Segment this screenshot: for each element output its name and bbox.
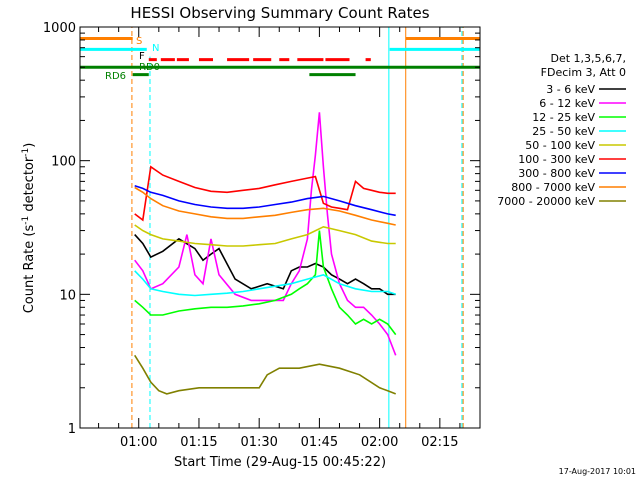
flag-label: RD6: [105, 71, 126, 82]
legend-header-line-2: FDecim 3, Att 0: [541, 66, 626, 79]
flag-label: RD0: [139, 62, 160, 73]
y-tick-label: 1000: [43, 21, 76, 36]
series-line: [134, 184, 396, 217]
timestamp: 17-Aug-2017 10:01: [559, 467, 636, 476]
legend-label: 12 - 25 keV: [532, 111, 595, 124]
flag-label: N: [152, 43, 159, 54]
y-axis-label: Count Rate (s-1 detector-1): [21, 143, 37, 314]
legend-label: 3 - 6 keV: [546, 83, 595, 96]
x-axis-label: Start Time (29-Aug-15 00:45:22): [174, 455, 386, 470]
y-tick-label: 100: [51, 155, 76, 170]
y-tick-label: 10: [59, 288, 76, 303]
flag-label: F: [139, 51, 145, 62]
series-line: [134, 230, 397, 336]
legend: Det 1,3,5,6,7, FDecim 3, Att 0 3 - 6 keV…: [497, 52, 626, 208]
legend-header-line-1: Det 1,3,5,6,7,: [550, 52, 626, 65]
legend-label: 50 - 100 keV: [525, 139, 595, 152]
y-tick-label: 1: [68, 422, 76, 437]
x-tick-label: 02:00: [361, 435, 398, 450]
legend-label: 800 - 7000 keV: [511, 181, 595, 194]
x-tick-label: 01:15: [180, 435, 217, 450]
series-line: [134, 224, 396, 247]
x-tick-label: 02:15: [421, 435, 458, 450]
flag-label: S: [136, 36, 142, 47]
chart-title: HESSI Observing Summary Count Rates: [130, 4, 429, 22]
legend-label: 25 - 50 keV: [532, 125, 595, 138]
axes: 1 10 100 1000 01:00 01:15 01:30 01:45 02:00 02:15: [43, 21, 481, 450]
series-line: [134, 354, 396, 395]
legend-label: 300 - 800 keV: [518, 167, 595, 180]
legend-label: 100 - 300 keV: [518, 153, 595, 166]
vertical-markers: [131, 27, 464, 428]
legend-label: 6 - 12 keV: [539, 97, 595, 110]
series-group: [134, 112, 397, 395]
series-line: [134, 165, 396, 222]
series-line: [134, 270, 396, 297]
x-tick-label: 01:45: [301, 435, 338, 450]
series-line: [134, 186, 396, 226]
series-line: [134, 112, 397, 356]
plot-frame: [79, 26, 481, 429]
legend-label: 7000 - 20000 keV: [497, 195, 595, 208]
x-tick-label: 01:30: [240, 435, 277, 450]
x-tick-label: 01:00: [120, 435, 157, 450]
